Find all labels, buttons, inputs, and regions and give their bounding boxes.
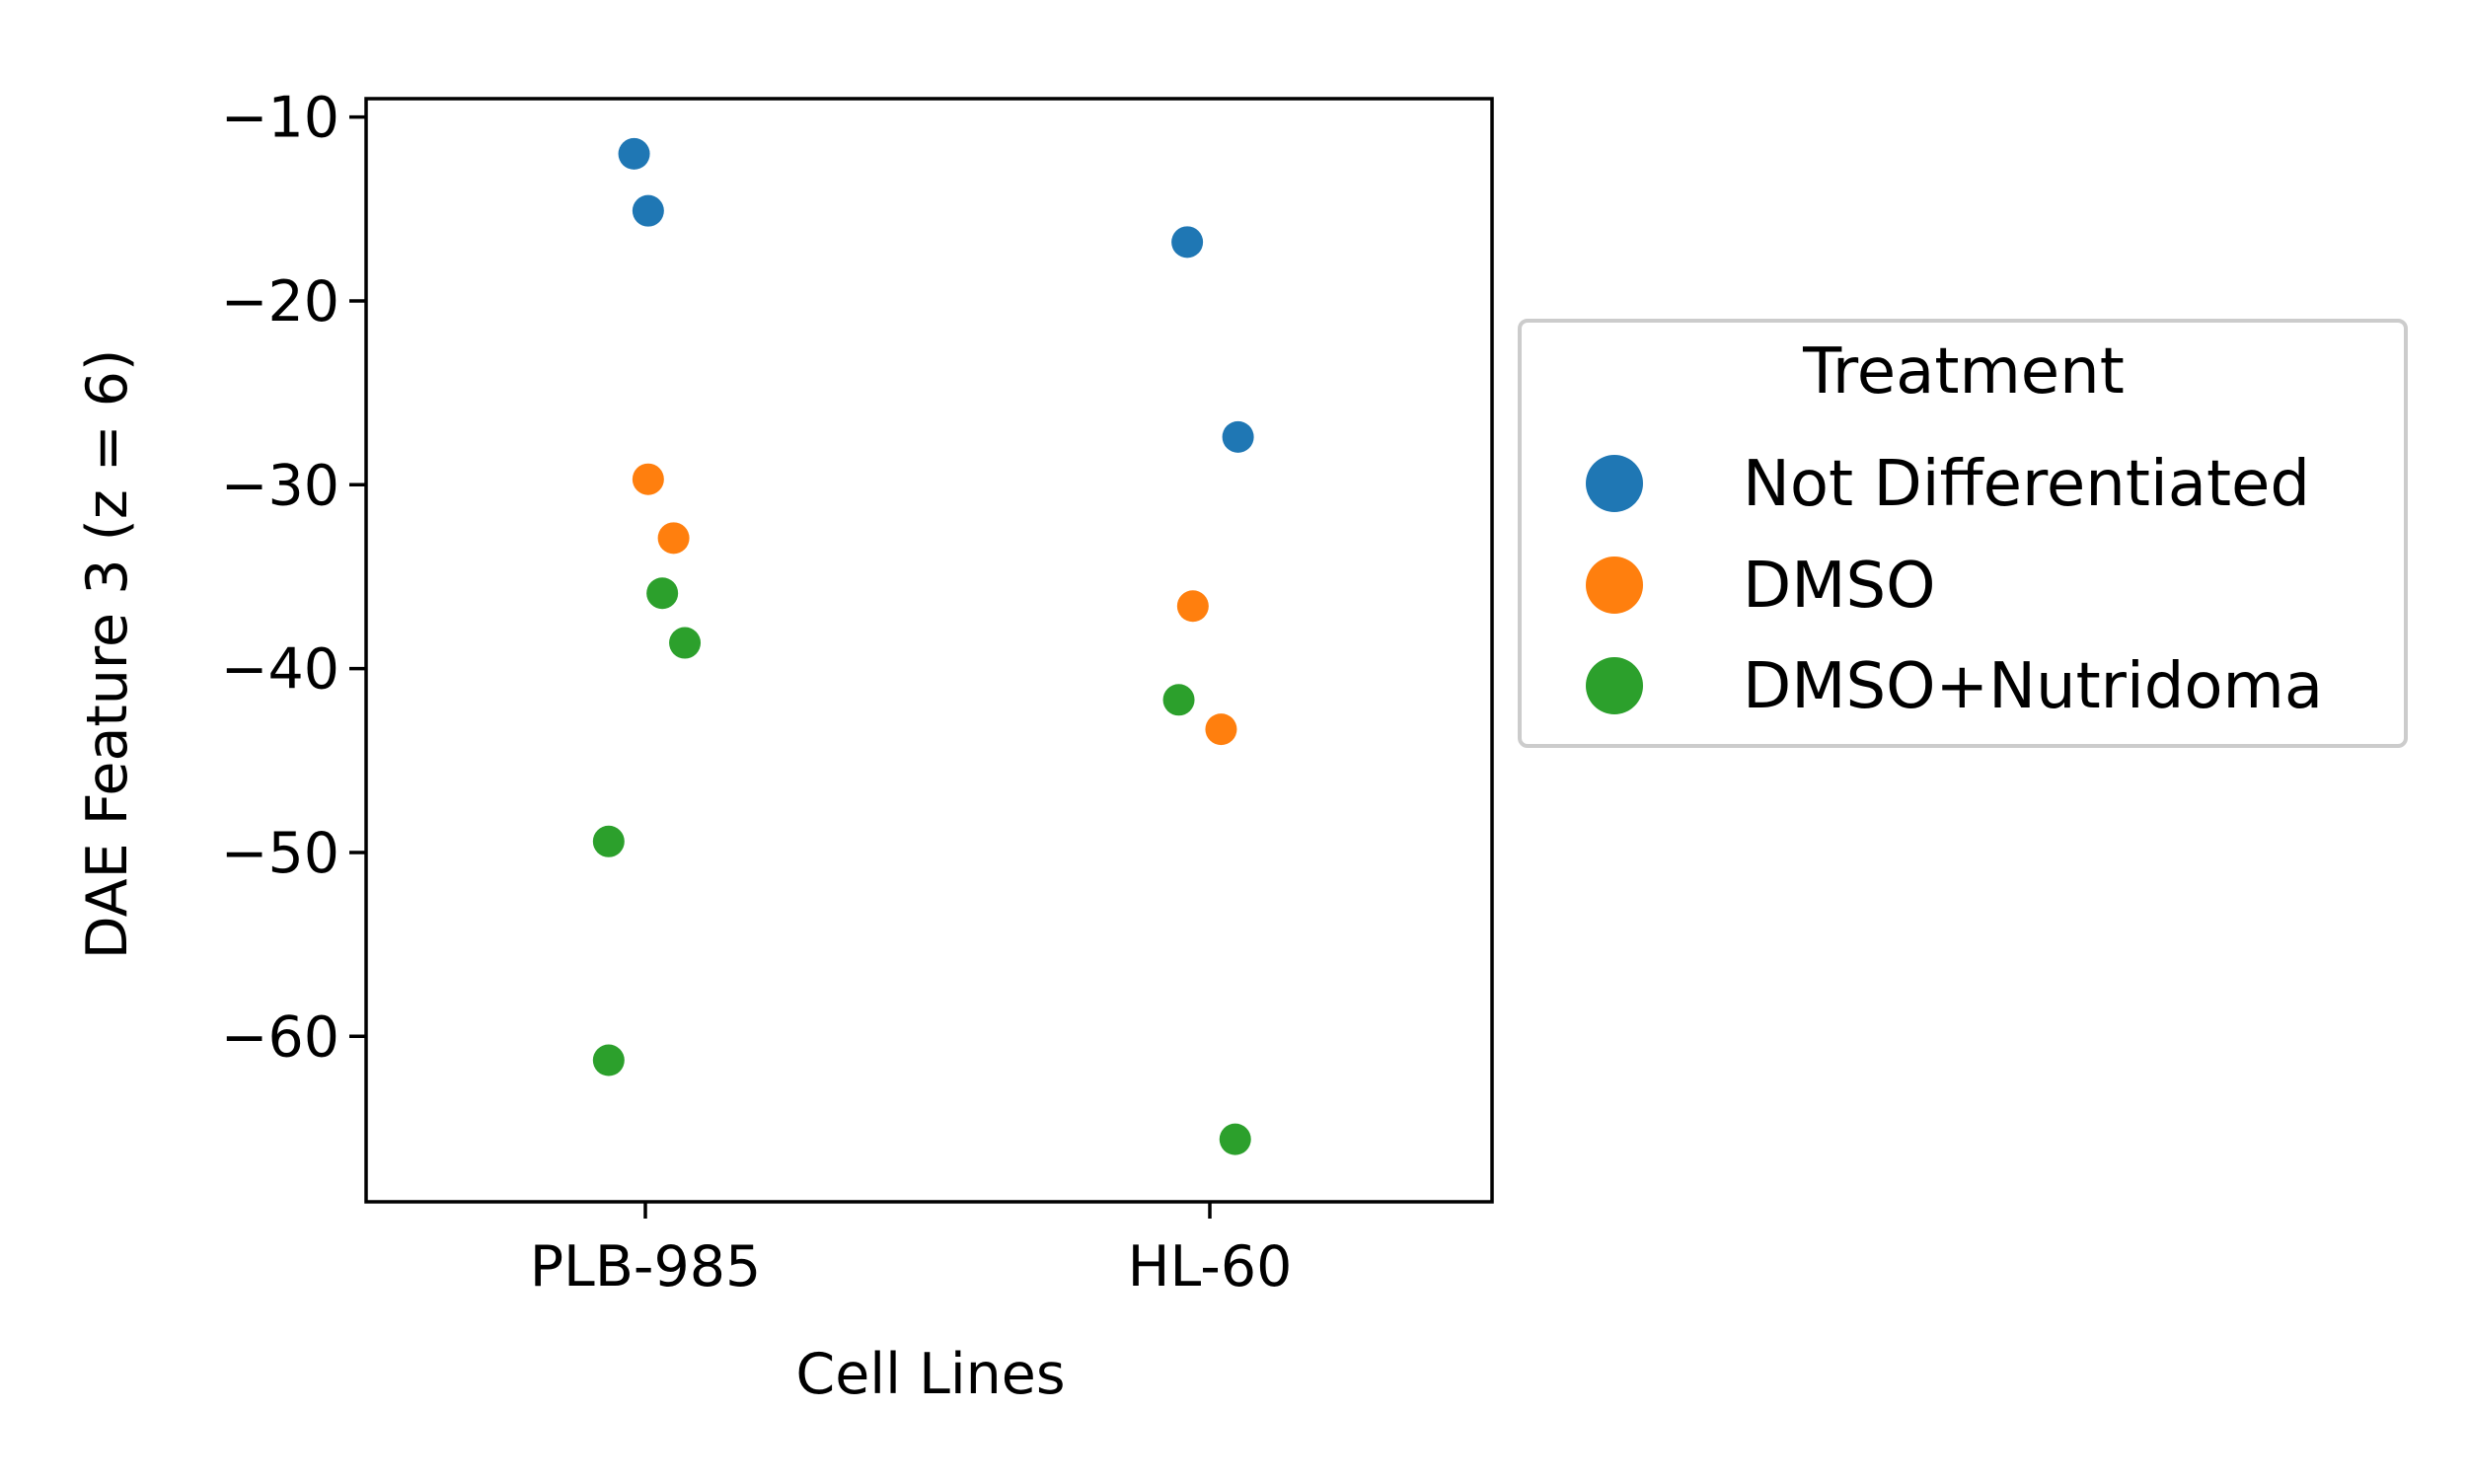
data-point: [618, 137, 650, 170]
data-point: [1171, 226, 1204, 259]
y-tick-label: −40: [221, 637, 339, 703]
points-layer: [592, 137, 1254, 1155]
x-axis-title: Cell Lines: [795, 1342, 1065, 1407]
y-tick-label: −20: [221, 269, 339, 334]
legend-marker: [1586, 455, 1643, 512]
data-point: [646, 577, 679, 610]
legend-label: Not Differentiated: [1743, 448, 2310, 521]
y-tick-label: −30: [221, 453, 339, 518]
data-point: [1205, 713, 1237, 746]
legend-entry: DMSO+Nutridoma: [1586, 650, 2323, 723]
data-point: [632, 194, 664, 227]
legend-entries: Not Differentiated DMSO DMSO+Nutridoma: [1586, 448, 2323, 723]
plot-frame: [364, 97, 1494, 1204]
data-point: [657, 522, 690, 555]
legend-entry: Not Differentiated: [1586, 448, 2310, 521]
y-axis-title: DAE Feature 3 (z = 6): [75, 349, 140, 960]
data-point: [632, 463, 664, 495]
data-point: [669, 627, 702, 659]
y-tick-label: −60: [221, 1004, 339, 1070]
legend-title: Treatment: [1802, 335, 2125, 408]
x-tick-label: PLB-985: [530, 1234, 762, 1299]
x-tick-label: HL-60: [1128, 1234, 1293, 1299]
y-tick-label: −50: [221, 821, 339, 886]
y-tick-label: −10: [221, 86, 339, 151]
data-point: [1219, 1123, 1251, 1155]
legend-entry: DMSO: [1586, 550, 1936, 623]
legend-box: [1518, 319, 2408, 748]
legend-marker: [1586, 556, 1643, 614]
data-point: [592, 825, 625, 857]
axes-layer: −10 −20 −30 −40 −50 −60 PLB-985 HL-60: [221, 86, 1494, 1299]
legend-label: DMSO: [1743, 550, 1936, 623]
data-point: [1176, 590, 1209, 623]
data-point: [1162, 684, 1195, 716]
data-point: [592, 1044, 625, 1076]
data-point: [1222, 420, 1254, 453]
legend-label: DMSO+Nutridoma: [1743, 650, 2323, 723]
legend: Treatment Not Differentiated DMSO DMSO+Nut…: [1518, 319, 2408, 748]
legend-marker: [1586, 657, 1643, 714]
